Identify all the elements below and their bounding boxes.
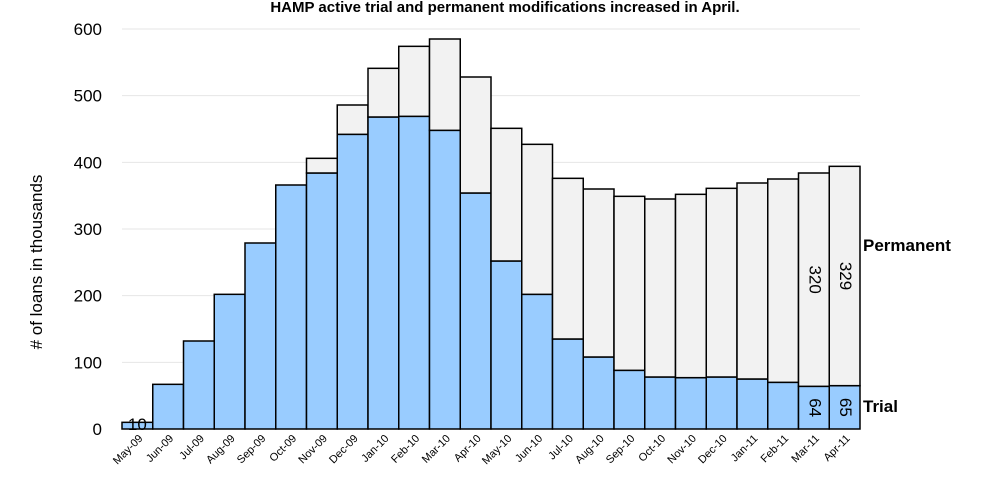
bar-segment: [767, 381, 800, 430]
x-tick-label: May-10: [480, 433, 514, 467]
bar-segment: [828, 165, 861, 387]
x-tick-label: Dec-10: [696, 433, 730, 467]
y-tick-label: 200: [74, 287, 102, 306]
bar-segment: [428, 129, 461, 430]
x-tick-label: May-09: [111, 433, 145, 467]
x-tick-label: Jun-09: [144, 433, 176, 465]
x-tick-label: Aug-09: [204, 433, 238, 467]
bar-segment: [551, 177, 584, 340]
legend-label: Trial: [863, 397, 898, 416]
y-axis-label: # of loans in thousands: [27, 175, 46, 350]
bar-segment: [367, 67, 400, 118]
x-tick-label: Jun-10: [513, 433, 545, 465]
x-tick-label: Feb-10: [389, 433, 422, 466]
data-label: 64: [805, 398, 824, 417]
bar-segment: [152, 383, 185, 430]
x-tick-label: Mar-10: [420, 433, 453, 466]
x-tick-label: Sep-09: [235, 433, 269, 467]
bar-segment: [275, 184, 308, 430]
data-label: 320: [805, 265, 824, 293]
bar-segment: [582, 356, 615, 430]
bar-segment: [336, 133, 369, 430]
x-tick-label: Feb-11: [759, 433, 792, 466]
bar-segment: [521, 143, 554, 296]
bar-segment: [521, 293, 554, 430]
bar-segment: [336, 104, 369, 136]
x-tick-label: Oct-10: [636, 433, 668, 465]
bar-segment: [582, 188, 615, 358]
bar-segment: [182, 340, 215, 430]
x-tick-label: Apr-11: [821, 433, 852, 464]
bar-segment: [644, 198, 677, 378]
bar-segment: [644, 376, 677, 430]
bar-segment: [613, 369, 646, 430]
data-label: 10: [128, 415, 147, 434]
chart-title: HAMP active trial and permanent modifica…: [270, 0, 739, 16]
bar-segment: [705, 187, 738, 378]
x-tick-label: Oct-09: [267, 433, 299, 465]
x-tick-label: Aug-10: [573, 433, 607, 467]
x-tick-label: Apr-10: [452, 433, 484, 465]
bar-segment: [459, 192, 492, 430]
bar-segment: [244, 242, 277, 430]
bar-segment: [736, 378, 769, 430]
y-tick-label: 0: [93, 420, 102, 439]
bar-segment: [459, 76, 492, 194]
y-tick-label: 300: [74, 220, 102, 239]
x-tick-label: Jan-10: [359, 433, 391, 465]
x-tick-label: Sep-10: [604, 433, 638, 467]
bar-segment: [674, 376, 707, 430]
y-tick-label: 400: [74, 153, 102, 172]
bar-segment: [490, 260, 523, 430]
x-tick-label: Jul-10: [546, 433, 576, 463]
y-tick-label: 500: [74, 87, 102, 106]
y-tick-label: 100: [74, 353, 102, 372]
bar-segment: [674, 193, 707, 379]
bar-segment: [736, 182, 769, 380]
y-tick-label: 600: [74, 20, 102, 39]
x-tick-label: Jan-11: [729, 433, 761, 465]
bar-segment: [213, 293, 246, 430]
x-tick-label: Mar-11: [789, 433, 822, 466]
bar-segment: [428, 38, 461, 132]
x-tick-label: Jul-09: [177, 433, 207, 463]
data-label: 65: [836, 398, 855, 417]
bar-segment: [398, 45, 431, 118]
legend-label: Permanent: [863, 236, 951, 255]
bar-segment: [490, 127, 523, 262]
bar-segment: [767, 178, 800, 384]
bar-segment: [305, 157, 338, 174]
bar-segment: [705, 376, 738, 430]
bar-segment: [398, 115, 431, 430]
bar-segment: [551, 338, 584, 430]
x-tick-label: Nov-10: [665, 433, 699, 467]
bar-segment: [367, 116, 400, 430]
x-tick-label: Dec-09: [327, 433, 361, 467]
data-label: 329: [836, 262, 855, 290]
bar-segment: [613, 195, 646, 372]
bar-segment: [305, 172, 338, 430]
x-tick-label: Nov-09: [296, 433, 330, 467]
